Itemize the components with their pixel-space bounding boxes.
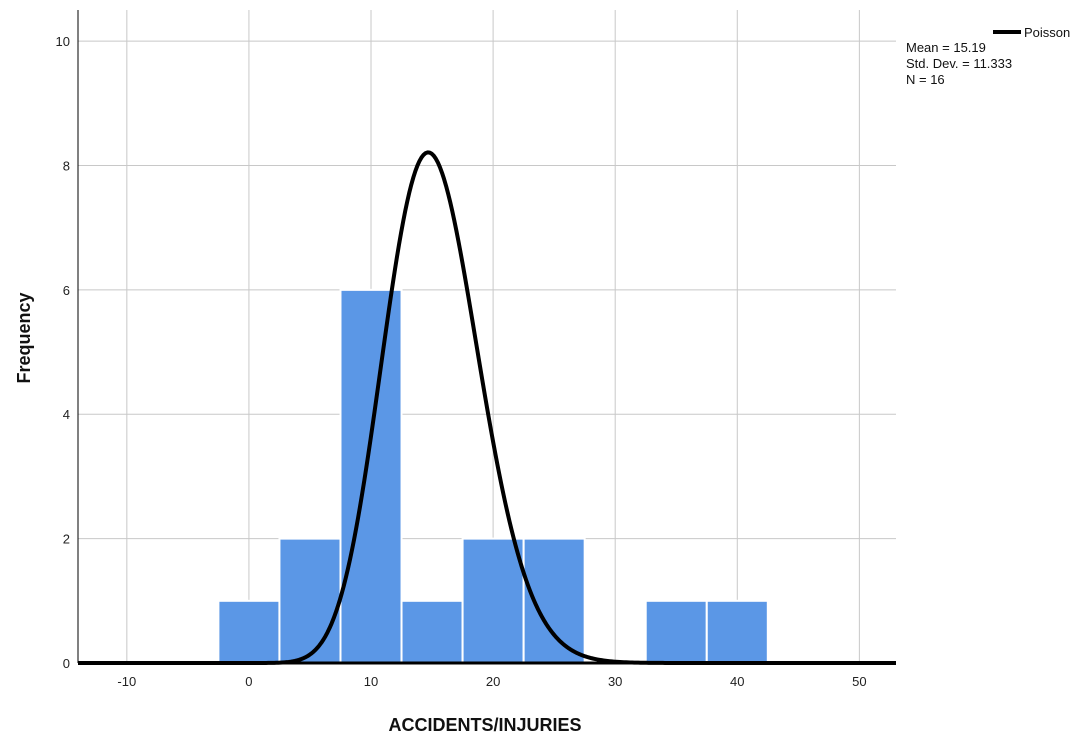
- y-tick-label: 2: [63, 532, 70, 547]
- histogram-bar: [705, 599, 769, 664]
- stats-std-dev: Std. Dev. = 11.333: [906, 56, 1012, 71]
- x-tick-label: 0: [245, 674, 252, 689]
- y-axis-title: Frequency: [14, 292, 34, 383]
- x-tick-label: 50: [852, 674, 866, 689]
- histogram-bars: [217, 288, 769, 664]
- y-tick-label: 4: [63, 407, 70, 422]
- x-tick-label: -10: [117, 674, 136, 689]
- poisson-curve-layer: [78, 150, 896, 665]
- poisson-curve: [78, 150, 896, 665]
- histogram-bar: [339, 288, 403, 664]
- x-tick-labels: -10 0 10 20 30 40 50: [117, 674, 866, 689]
- histogram-bar: [644, 599, 708, 664]
- x-tick-label: 40: [730, 674, 744, 689]
- y-tick-label: 10: [56, 34, 70, 49]
- y-tick-labels: 0 2 4 6 8 10: [56, 34, 70, 671]
- x-axis-title: ACCIDENTS/INJURIES: [388, 715, 581, 735]
- x-tick-label: 10: [364, 674, 378, 689]
- x-tick-label: 30: [608, 674, 622, 689]
- histogram-bar: [461, 537, 525, 664]
- histogram-bar: [278, 537, 342, 664]
- stats-mean: Mean = 15.19: [906, 40, 986, 55]
- histogram-bar: [217, 599, 281, 664]
- y-tick-label: 8: [63, 158, 70, 173]
- summary-stats: Mean = 15.19 Std. Dev. = 11.333 N = 16: [906, 40, 1012, 87]
- legend-poisson-label: Poisson: [1024, 25, 1070, 40]
- legend: Poisson: [993, 25, 1070, 40]
- stats-n: N = 16: [906, 72, 945, 87]
- y-tick-label: 0: [63, 656, 70, 671]
- x-tick-label: 20: [486, 674, 500, 689]
- histogram-bar: [400, 599, 464, 664]
- y-tick-label: 6: [63, 283, 70, 298]
